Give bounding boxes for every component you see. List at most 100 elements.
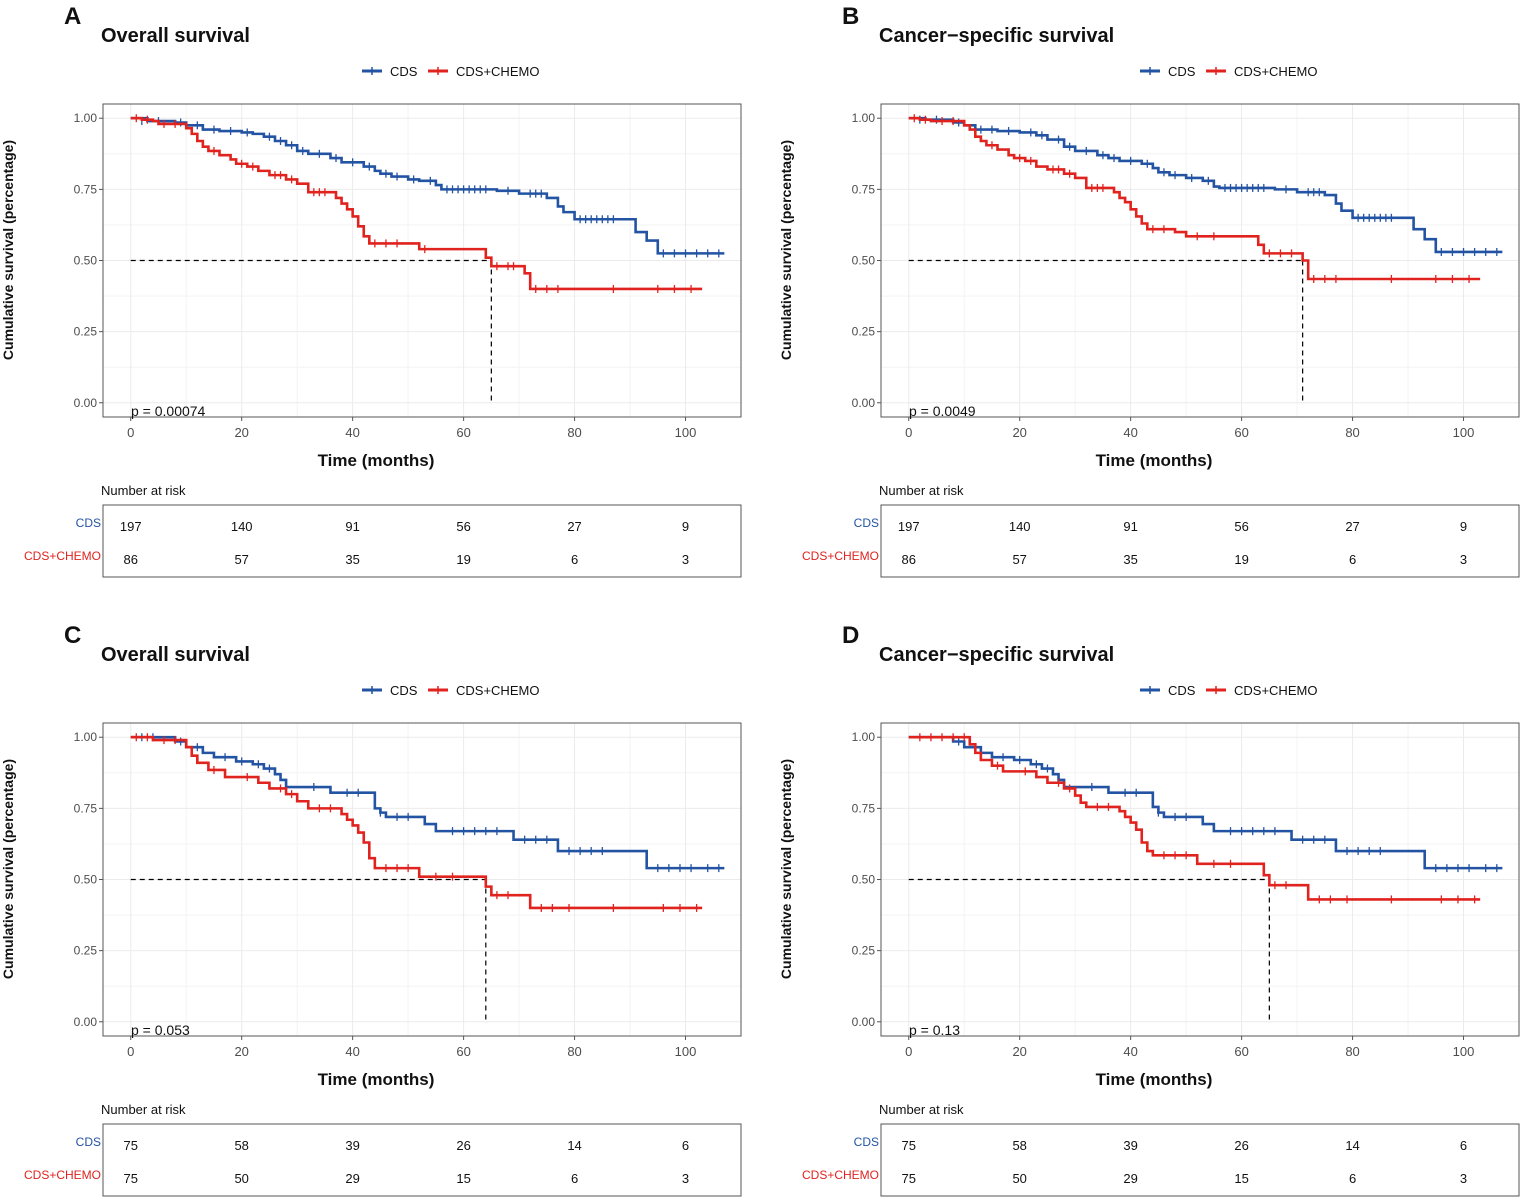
panel-letter: D [842, 622, 859, 649]
legend: CDS CDS+CHEMO [1140, 64, 1317, 79]
panel-d: D Cancer−specific survival CDS CDS+CHEMO 0 20… [778, 622, 1520, 1197]
y-tick-label: 0.50 [74, 873, 98, 887]
gridlines [103, 723, 741, 1036]
risk-value: 6 [1349, 1171, 1356, 1186]
series-cds [130, 116, 725, 258]
y-axis-title: Cumulative survival (percentage) [778, 759, 794, 979]
risk-value: 27 [1345, 519, 1359, 534]
risk-row-label-cds-chemo: CDS+CHEMO [24, 549, 101, 563]
y-tick-label: 0.50 [852, 873, 876, 887]
y-tick-label: 0.75 [74, 801, 98, 815]
risk-value: 9 [1460, 519, 1467, 534]
risk-table: Number at risk CDS 197 140 91 56 27 9 CDS+CHEMO 8… [802, 483, 1520, 578]
x-tick-label: 20 [1012, 425, 1026, 440]
legend-label-0: CDS [390, 683, 418, 698]
risk-value: 50 [1012, 1171, 1026, 1186]
x-tick-label: 0 [127, 1044, 134, 1059]
risk-table: Number at risk CDS 197 140 91 56 27 9 CDS+CHEMO 8… [24, 483, 742, 578]
x-tick-label: 20 [234, 1044, 248, 1059]
risk-value: 27 [567, 519, 581, 534]
x-tick-label: 0 [905, 425, 912, 440]
risk-value: 19 [1234, 552, 1248, 567]
panel-letter: B [842, 3, 859, 30]
chart-title: Overall survival [101, 25, 250, 47]
y-tick-label: 1.00 [74, 111, 98, 125]
x-tick-label: 80 [567, 1044, 581, 1059]
y-tick-label: 0.25 [852, 325, 876, 339]
series-cds-chemo [130, 114, 703, 293]
risk-value: 3 [1460, 552, 1467, 567]
risk-value: 14 [1345, 1138, 1359, 1153]
y-axis: 0.00 0.25 0.50 0.75 1.00 [852, 730, 881, 1029]
legend: CDS CDS+CHEMO [362, 64, 539, 79]
x-tick-label: 40 [345, 425, 359, 440]
survival-curve [130, 735, 725, 870]
x-tick-label: 100 [1453, 1044, 1475, 1059]
risk-value: 39 [1123, 1138, 1137, 1153]
risk-value: 35 [345, 552, 359, 567]
y-tick-label: 1.00 [852, 111, 876, 125]
y-tick-label: 0.50 [74, 254, 98, 268]
y-tick-label: 0.00 [852, 1015, 876, 1029]
risk-table-border [102, 1123, 742, 1197]
panel-a: A Overall survival CDS CDS+CHEMO 0 20 40 60 80 10… [0, 3, 742, 578]
x-axis-title: Time (months) [318, 451, 435, 470]
risk-value: 58 [1012, 1138, 1026, 1153]
chart-title: Cancer−specific survival [879, 644, 1114, 666]
risk-value: 19 [456, 552, 470, 567]
panel-b: B Cancer−specific survival CDS CDS+CHEMO 0 20… [778, 3, 1520, 578]
risk-table-title: Number at risk [879, 483, 964, 498]
y-axis: 0.00 0.25 0.50 0.75 1.00 [852, 111, 881, 410]
risk-value: 6 [571, 1171, 578, 1186]
risk-table-title: Number at risk [101, 1102, 186, 1117]
legend-label-1: CDS+CHEMO [456, 64, 539, 79]
risk-value: 26 [456, 1138, 470, 1153]
survival-curve [908, 735, 1503, 870]
gridlines [881, 723, 1519, 1036]
y-tick-label: 0.00 [852, 396, 876, 410]
risk-value: 75 [902, 1138, 916, 1153]
p-value: p = 0.00074 [131, 403, 206, 419]
risk-value: 35 [1123, 552, 1137, 567]
panel-c: C Overall survival CDS CDS+CHEMO 0 20 40 60 80 10… [0, 622, 742, 1197]
x-tick-label: 20 [234, 425, 248, 440]
risk-table-title: Number at risk [879, 1102, 964, 1117]
risk-value: 86 [902, 552, 916, 567]
risk-table: Number at risk CDS 75 58 39 26 14 6 CDS+CHEMO 75 5… [802, 1102, 1520, 1197]
risk-value: 56 [1234, 519, 1248, 534]
y-axis-title: Cumulative survival (percentage) [0, 759, 16, 979]
risk-row-label-cds: CDS [854, 516, 879, 530]
legend-label-0: CDS [1168, 64, 1196, 79]
x-tick-label: 20 [1012, 1044, 1026, 1059]
legend: CDS CDS+CHEMO [1140, 683, 1317, 698]
series-cds-chemo [908, 114, 1481, 283]
survival-curve [908, 116, 1503, 254]
y-tick-label: 0.25 [74, 325, 98, 339]
x-axis: 0 20 40 60 80 100 [127, 1036, 696, 1059]
risk-value: 57 [234, 552, 248, 567]
y-tick-label: 0.75 [74, 182, 98, 196]
risk-value: 197 [120, 519, 142, 534]
series-cds [908, 115, 1503, 256]
x-tick-label: 100 [675, 1044, 697, 1059]
risk-table-border [880, 504, 1520, 578]
risk-value: 6 [1460, 1138, 1467, 1153]
survival-curve [908, 735, 1481, 901]
x-tick-label: 100 [1453, 425, 1475, 440]
x-tick-label: 0 [127, 425, 134, 440]
y-tick-label: 0.75 [852, 801, 876, 815]
risk-value: 3 [682, 552, 689, 567]
risk-row-label-cds-chemo: CDS+CHEMO [802, 549, 879, 563]
y-tick-label: 0.00 [74, 1015, 98, 1029]
risk-value: 29 [345, 1171, 359, 1186]
panel-letter: C [64, 622, 81, 649]
x-axis: 0 20 40 60 80 100 [905, 417, 1474, 440]
legend-label-0: CDS [1168, 683, 1196, 698]
legend: CDS CDS+CHEMO [362, 683, 539, 698]
x-axis-title: Time (months) [1096, 1070, 1213, 1089]
chart-title: Cancer−specific survival [879, 25, 1114, 47]
x-tick-label: 40 [1123, 425, 1137, 440]
x-tick-label: 60 [1234, 1044, 1248, 1059]
x-tick-label: 100 [675, 425, 697, 440]
y-tick-label: 1.00 [852, 730, 876, 744]
